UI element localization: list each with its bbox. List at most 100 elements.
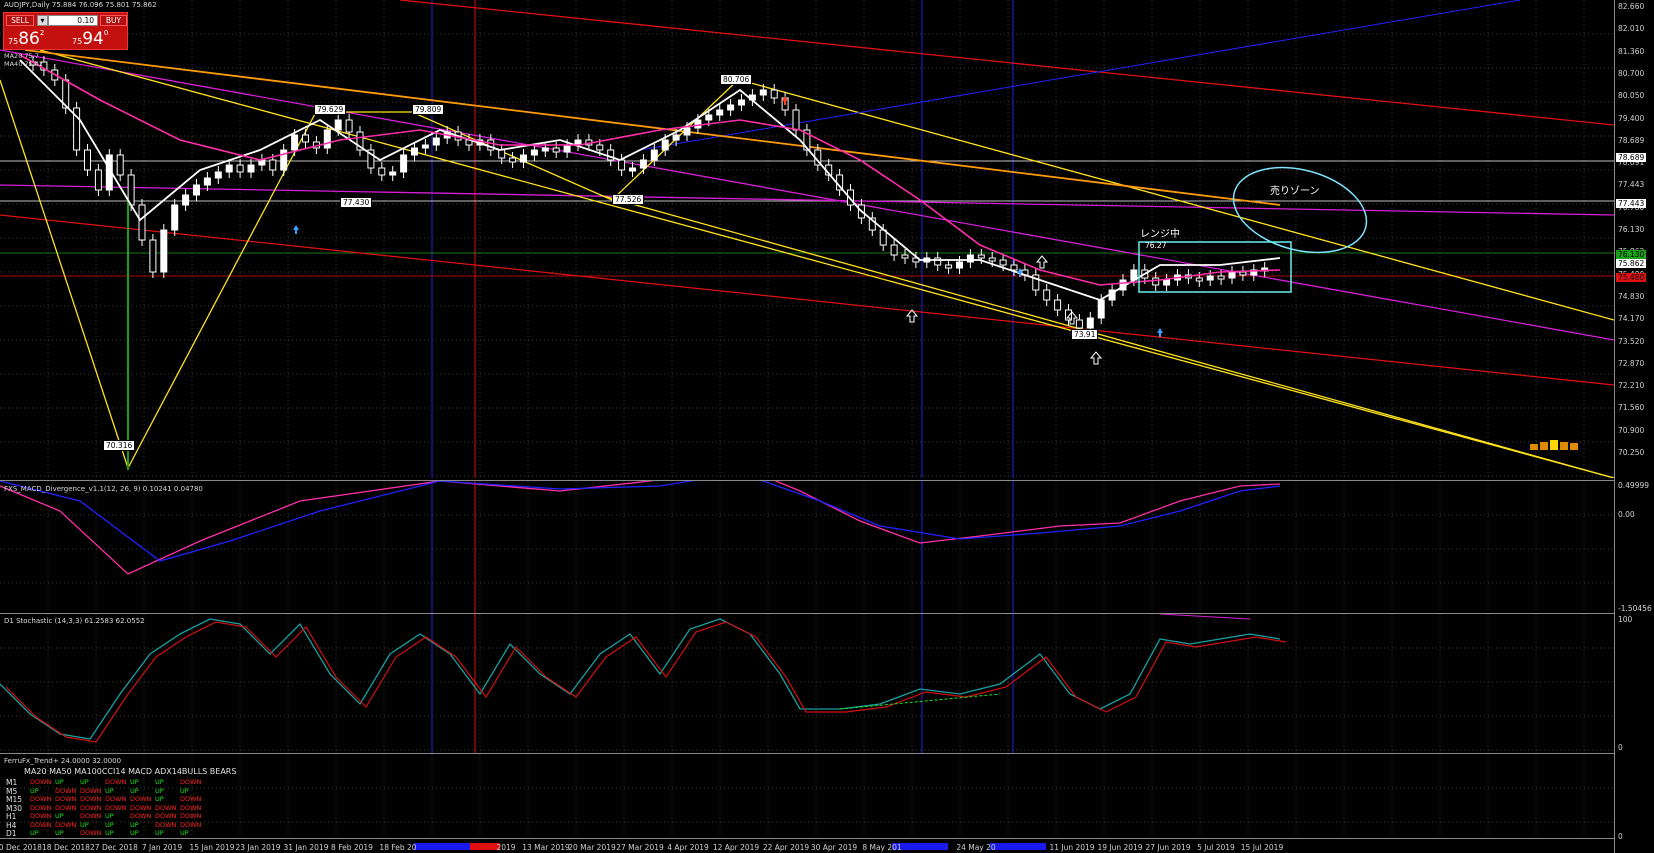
trend-panel[interactable]: FerruFx_Trend+ 24.0000 32.0000 bbox=[0, 754, 1614, 838]
macd-axis-label: 0.49999 bbox=[1618, 481, 1650, 490]
trend-cell: DOWN bbox=[55, 820, 77, 829]
candle-body bbox=[890, 244, 898, 256]
signal-arrow-3 bbox=[1017, 268, 1023, 277]
volume-bar bbox=[1550, 440, 1558, 450]
trend-cell: DOWN bbox=[130, 812, 152, 820]
trend-columns-header: MA20 MA50 MA100CCI14 MACD ADX14BULLS BEA… bbox=[24, 767, 237, 776]
candle-body bbox=[269, 159, 277, 171]
buy-price[interactable]: 75940 bbox=[72, 29, 108, 49]
trend-cell: DOWN bbox=[180, 820, 202, 829]
lot-size-input[interactable]: 0.10 bbox=[48, 15, 98, 26]
candle-body bbox=[323, 129, 331, 149]
trend-cell: DOWN bbox=[105, 803, 127, 812]
stochastic-title: D1 Stochastic (14,3,3) 61.2583 62.0552 bbox=[4, 617, 145, 625]
time-axis-highlight-4 bbox=[990, 843, 1046, 850]
time-axis-label: 31 Jan 2019 bbox=[283, 843, 329, 852]
candle-body bbox=[225, 164, 233, 173]
candle-body bbox=[421, 144, 429, 149]
price-axis-label: 72.870 bbox=[1618, 358, 1645, 368]
price-axis[interactable]: 82.660 82.010 81.360 80.700 80.050 79.400 78.6… bbox=[1614, 0, 1654, 853]
macd-axis-label: -1.50456 bbox=[1618, 604, 1652, 613]
trend-line-8 bbox=[24, 49, 1281, 206]
price-axis-label: 76.130 bbox=[1618, 225, 1645, 234]
trend-cell: DOWN bbox=[80, 795, 102, 803]
trend-cell: UP bbox=[55, 812, 64, 820]
candle-body bbox=[759, 89, 767, 96]
stochastic-panel[interactable]: D1 Stochastic (14,3,3) 61.2583 62.0552 bbox=[0, 614, 1614, 753]
price-axis-label: 80.050 bbox=[1618, 91, 1645, 101]
trend-cell: UP bbox=[155, 786, 164, 795]
price-chart-panel[interactable]: AUDJPY,Daily 75.884 76.096 75.801 75.862… bbox=[0, 0, 1614, 478]
trend-line-1 bbox=[0, 184, 1614, 216]
price-axis-label: 80.700 bbox=[1618, 68, 1645, 78]
volume-bar bbox=[1540, 442, 1548, 450]
time-axis-label: 8 Feb 2019 bbox=[331, 843, 373, 852]
trend-timeframe-label: D1 bbox=[6, 829, 17, 838]
time-axis-label: 11 Jun 2019 bbox=[1049, 843, 1095, 852]
candle-body bbox=[498, 149, 506, 159]
price-axis-label: 78.091 bbox=[1618, 158, 1645, 168]
candle-body bbox=[160, 229, 168, 273]
sell-price[interactable]: 75862 bbox=[8, 29, 44, 49]
candle-body bbox=[193, 184, 200, 196]
stoch-axis-label: 0 bbox=[1618, 743, 1623, 752]
price-axis-label: 74.170 bbox=[1618, 314, 1645, 324]
candle-body bbox=[541, 147, 549, 152]
trend-cell: UP bbox=[155, 795, 164, 803]
trend-cell: DOWN bbox=[55, 803, 77, 812]
price-axis-badge: 77.443 bbox=[1616, 199, 1647, 208]
price-flag-low-mar: 77.526 bbox=[612, 194, 645, 205]
price-flag-low-feb: 77.430 bbox=[340, 197, 373, 208]
signal-arrow-1 bbox=[1157, 328, 1163, 337]
price-axis-label: 70.250 bbox=[1618, 448, 1645, 457]
zigzag-line bbox=[0, 77, 741, 470]
time-axis-highlight-3 bbox=[892, 843, 948, 850]
trend-line-7 bbox=[639, 0, 1521, 151]
range-label: レンジ中 bbox=[1140, 229, 1180, 240]
time-axis[interactable] bbox=[0, 838, 1614, 853]
candle-body bbox=[999, 259, 1007, 266]
trend-line-3 bbox=[399, 0, 1614, 126]
candle-body bbox=[378, 167, 386, 176]
time-axis-label: 2019 bbox=[496, 843, 516, 852]
macd-canvas bbox=[0, 481, 1614, 613]
trend-cell: DOWN bbox=[30, 812, 52, 820]
sell-zone-circle bbox=[1232, 166, 1368, 254]
chart-symbol-header: AUDJPY,Daily 75.884 76.096 75.801 75.862 bbox=[4, 1, 157, 9]
trend-cell: UP bbox=[155, 829, 164, 837]
stoch-divergence-line bbox=[839, 693, 1001, 710]
price-axis-badge: 78.689 bbox=[1616, 153, 1647, 162]
time-axis-highlight-1 bbox=[414, 843, 470, 850]
time-axis-label: 18 Dec 2018 bbox=[42, 843, 90, 852]
candle-body bbox=[945, 264, 953, 269]
candle-body bbox=[629, 167, 636, 172]
price-flag-high-feb: 79.809 bbox=[412, 104, 445, 115]
price-axis-badge: 75.862 bbox=[1616, 259, 1647, 268]
sell-button[interactable]: SELL bbox=[6, 15, 34, 26]
lot-dropdown-button[interactable]: ▾ bbox=[37, 15, 48, 26]
candle-body bbox=[770, 89, 778, 99]
trend-cell: UP bbox=[180, 786, 189, 795]
trend-cell: DOWN bbox=[180, 803, 202, 812]
trend-line-4 bbox=[739, 79, 1614, 321]
trend-cell: DOWN bbox=[30, 795, 52, 803]
candle-body bbox=[661, 139, 669, 151]
stoch-divergence-line bbox=[1159, 614, 1251, 620]
time-axis-label: 27 Jun 2019 bbox=[1145, 843, 1191, 852]
buy-button[interactable]: BUY bbox=[100, 15, 127, 26]
candle-body bbox=[345, 119, 353, 133]
sell-price-prefix: 75 bbox=[8, 37, 19, 46]
candle-body bbox=[1065, 309, 1072, 321]
trend-cell: DOWN bbox=[55, 795, 77, 803]
time-axis-label: 15 Jan 2019 bbox=[189, 843, 235, 852]
candle-body bbox=[1010, 264, 1018, 271]
trend-cell: UP bbox=[105, 820, 114, 829]
time-axis-label: 23 Jan 2019 bbox=[235, 843, 281, 852]
price-flag-high-jan: 79.629 bbox=[314, 104, 347, 115]
macd-panel[interactable]: FXS_MACD_Divergence_v1.1(12, 26, 9) 0.10… bbox=[0, 481, 1614, 613]
fractal-arrow-3 bbox=[1035, 255, 1049, 269]
candle-body bbox=[94, 169, 102, 191]
candle-body bbox=[966, 254, 974, 263]
trend-timeframe-label: H4 bbox=[6, 820, 17, 830]
trend-line-2 bbox=[0, 214, 1614, 386]
